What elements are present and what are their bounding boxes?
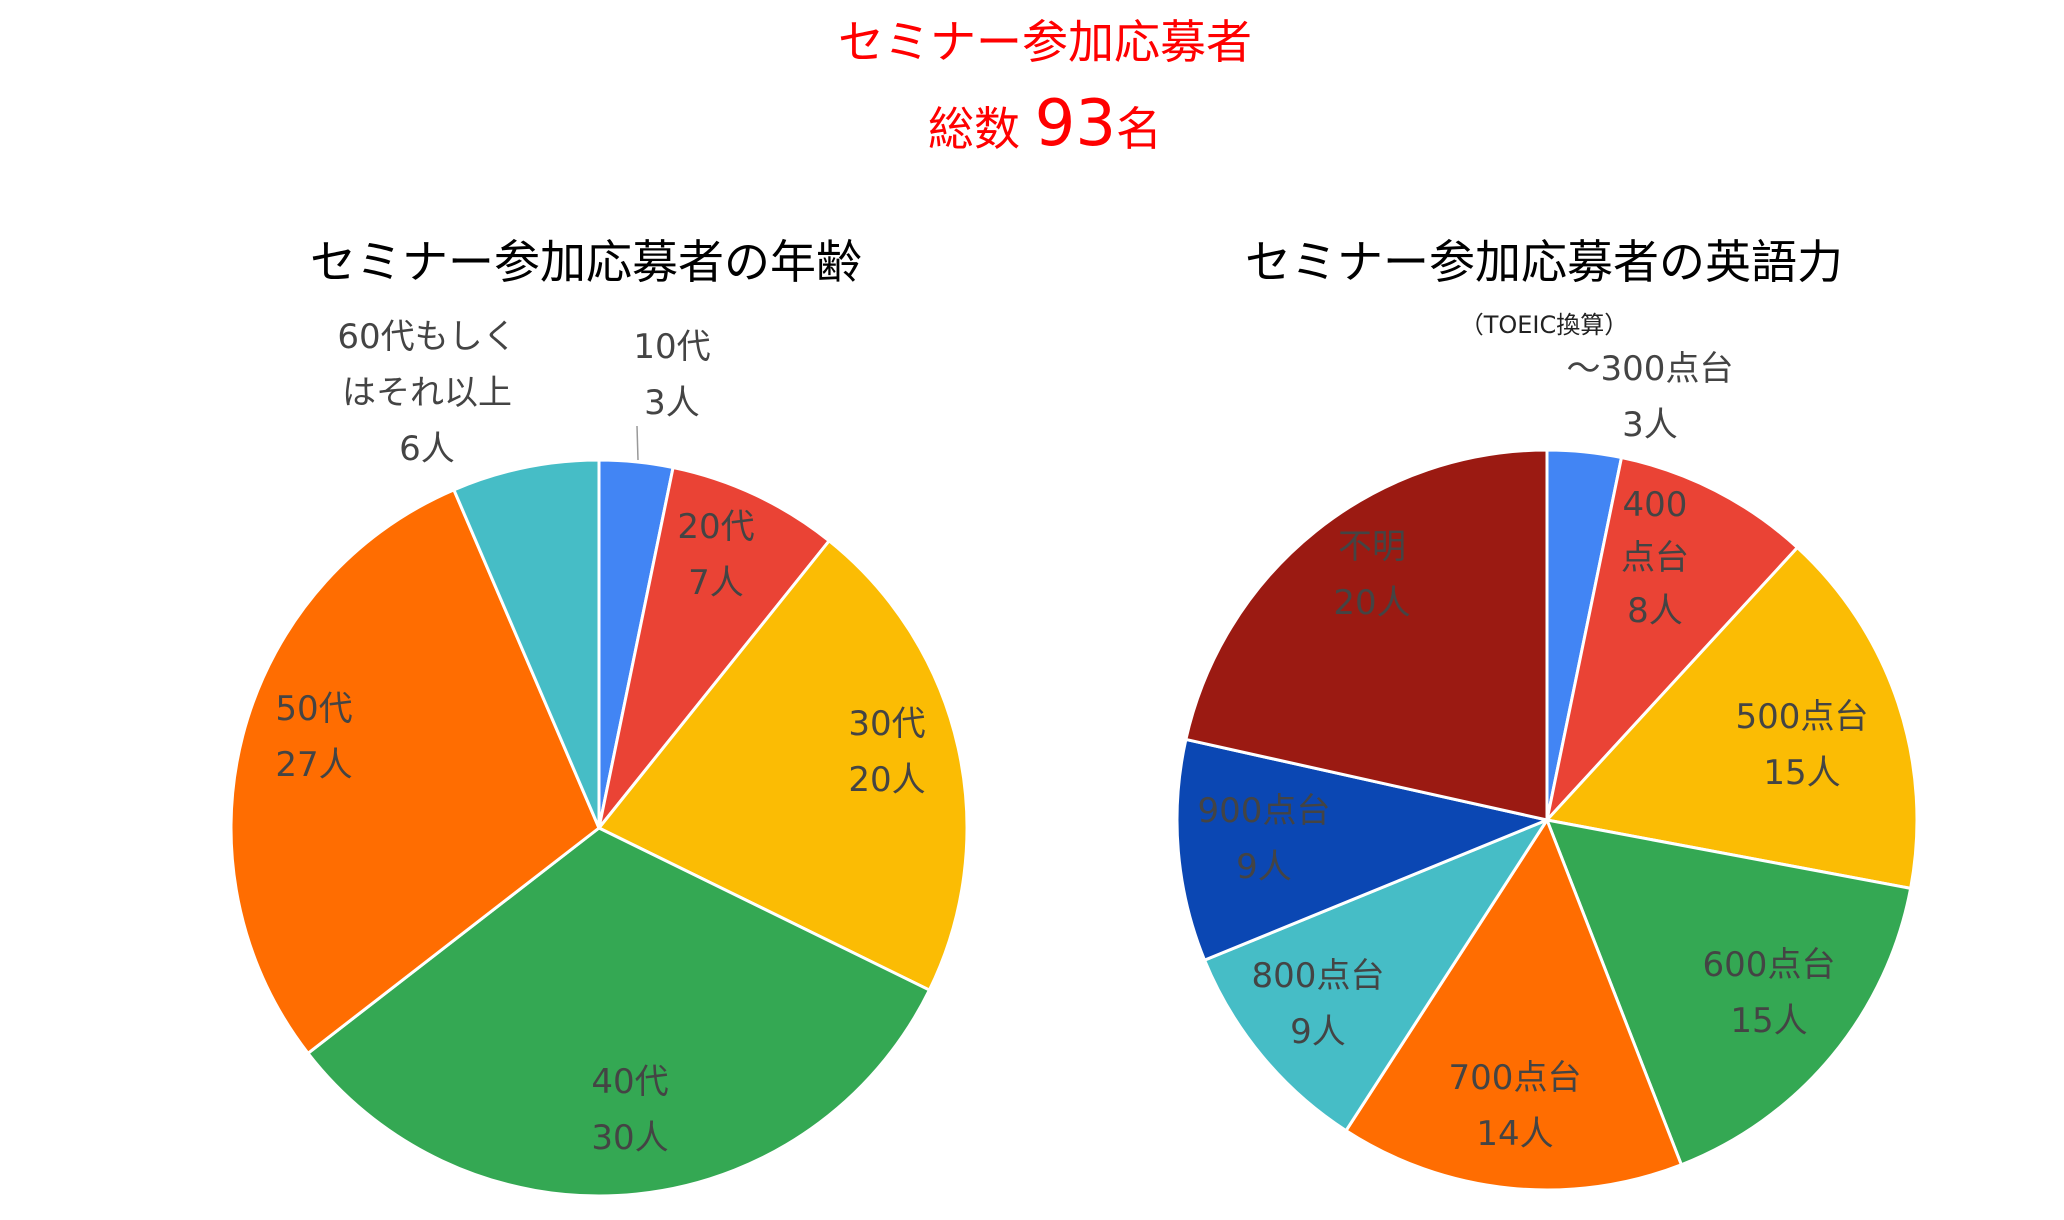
pie-slice-0-5 <box>451 458 601 829</box>
data-label: 700点台 14人 <box>1449 1058 1582 1154</box>
label-leader-line <box>636 425 639 461</box>
pie-slice-0-4 <box>229 487 601 1056</box>
english-chart-title: セミナー参加応募者の英語力 <box>1245 235 1843 289</box>
data-label: 800点台 9人 <box>1252 956 1385 1052</box>
pie-slice-0-3 <box>305 826 932 1198</box>
data-label: 不明 20人 <box>1333 527 1410 623</box>
data-label: 50代 27人 <box>275 689 352 785</box>
age-chart-title: セミナー参加応募者の年齢 <box>310 235 862 289</box>
data-label: 20代 7人 <box>677 507 754 603</box>
pie-slice-0-2 <box>596 538 969 993</box>
pie-slice-0-1 <box>597 465 832 829</box>
pie-slice-1-4 <box>1343 816 1684 1192</box>
data-label: 400 点台 8人 <box>1621 485 1689 631</box>
pie-slice-1-6 <box>1175 737 1552 963</box>
pie-slice-1-1 <box>1544 455 1800 826</box>
data-label: 30代 20人 <box>848 704 925 800</box>
data-label: 500点台 15人 <box>1736 697 1869 793</box>
data-label: 60代もしくはそれ以上 6人 <box>337 317 516 469</box>
english-chart-subtitle: （TOEIC換算） <box>1460 311 1629 339</box>
data-label: ～300点台 3人 <box>1567 349 1734 445</box>
pie-slice-1-7 <box>1184 448 1549 822</box>
data-label: 10代 3人 <box>633 327 710 423</box>
pie-slice-1-5 <box>1202 816 1551 1133</box>
main-title: セミナー参加応募者 <box>838 15 1252 69</box>
total-count: 総数 93名 <box>928 87 1162 161</box>
age-pie <box>229 458 969 1198</box>
english-pie <box>1175 448 1919 1192</box>
data-label: 600点台 15人 <box>1703 945 1836 1041</box>
data-label: 40代 30人 <box>591 1062 668 1158</box>
pie-slice-1-2 <box>1544 545 1919 891</box>
data-label: 900点台 9人 <box>1198 791 1331 887</box>
pie-slice-1-3 <box>1544 818 1913 1167</box>
